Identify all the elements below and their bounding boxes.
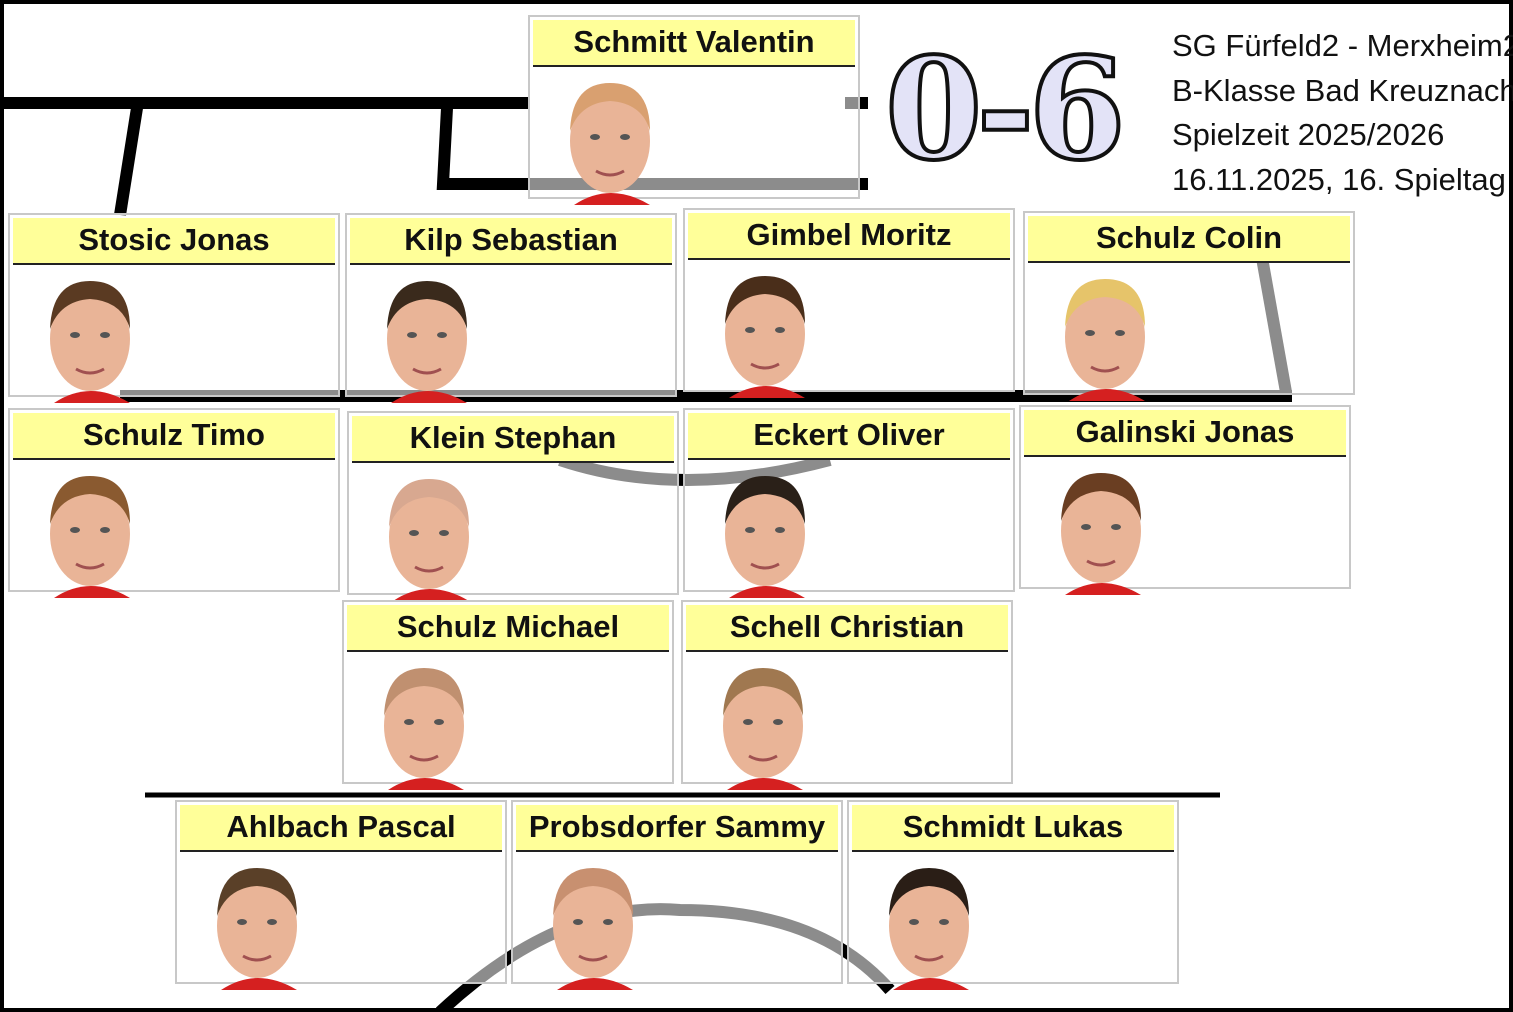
player-photo [553, 868, 633, 990]
player-photo [50, 281, 130, 403]
player-photo [389, 479, 469, 601]
bench-card: Schmidt Lukas [847, 800, 1179, 990]
player-name: Schulz Timo [13, 413, 335, 460]
player-name: Schell Christian [686, 605, 1008, 652]
player-name: Gimbel Moritz [688, 213, 1010, 260]
player-card: Gimbel Moritz [683, 208, 1015, 398]
player-name: Klein Stephan [352, 416, 674, 463]
player-name: Stosic Jonas [13, 218, 335, 265]
player-card: Klein Stephan [347, 411, 679, 601]
match-info: SG Fürfeld2 - Merxheim2 B-Klasse Bad Kre… [1172, 24, 1513, 202]
match-league: B-Klasse Bad Kreuznach [1172, 72, 1513, 108]
player-name: Eckert Oliver [688, 413, 1010, 460]
player-photo [1061, 473, 1141, 595]
player-card: Schulz Timo [8, 408, 340, 598]
player-photo [723, 668, 803, 790]
bench-card: Probsdorfer Sammy [511, 800, 843, 990]
player-card: Eckert Oliver [683, 408, 1015, 598]
player-photo [725, 276, 805, 398]
player-name: Schmidt Lukas [852, 805, 1174, 852]
player-card: Schulz Colin [1023, 211, 1355, 401]
player-photo [387, 281, 467, 403]
player-card: Stosic Jonas [8, 213, 340, 403]
player-photo [217, 868, 297, 990]
player-card: Schell Christian [681, 600, 1013, 790]
match-teams: SG Fürfeld2 - Merxheim2 [1172, 28, 1513, 63]
match-season: Spielzeit 2025/2026 [1172, 117, 1445, 152]
player-name: Probsdorfer Sammy [516, 805, 838, 852]
player-photo [50, 476, 130, 598]
player-card: Schmitt Valentin [528, 15, 860, 205]
player-card: Schulz Michael [342, 600, 674, 790]
player-card: Galinski Jonas [1019, 405, 1351, 595]
player-photo [384, 668, 464, 790]
player-photo [725, 476, 805, 598]
match-date: 16.11.2025, 16. Spieltag [1172, 161, 1506, 197]
match-score: 0-6 [883, 28, 1128, 192]
bench-card: Ahlbach Pascal [175, 800, 507, 990]
player-photo [889, 868, 969, 990]
player-name: Kilp Sebastian [350, 218, 672, 265]
player-name: Schmitt Valentin [533, 20, 855, 67]
player-photo [570, 83, 650, 205]
player-name: Schulz Colin [1028, 216, 1350, 263]
player-name: Schulz Michael [347, 605, 669, 652]
player-name: Ahlbach Pascal [180, 805, 502, 852]
player-photo [1065, 279, 1145, 401]
player-name: Galinski Jonas [1024, 410, 1346, 457]
player-card: Kilp Sebastian [345, 213, 677, 403]
